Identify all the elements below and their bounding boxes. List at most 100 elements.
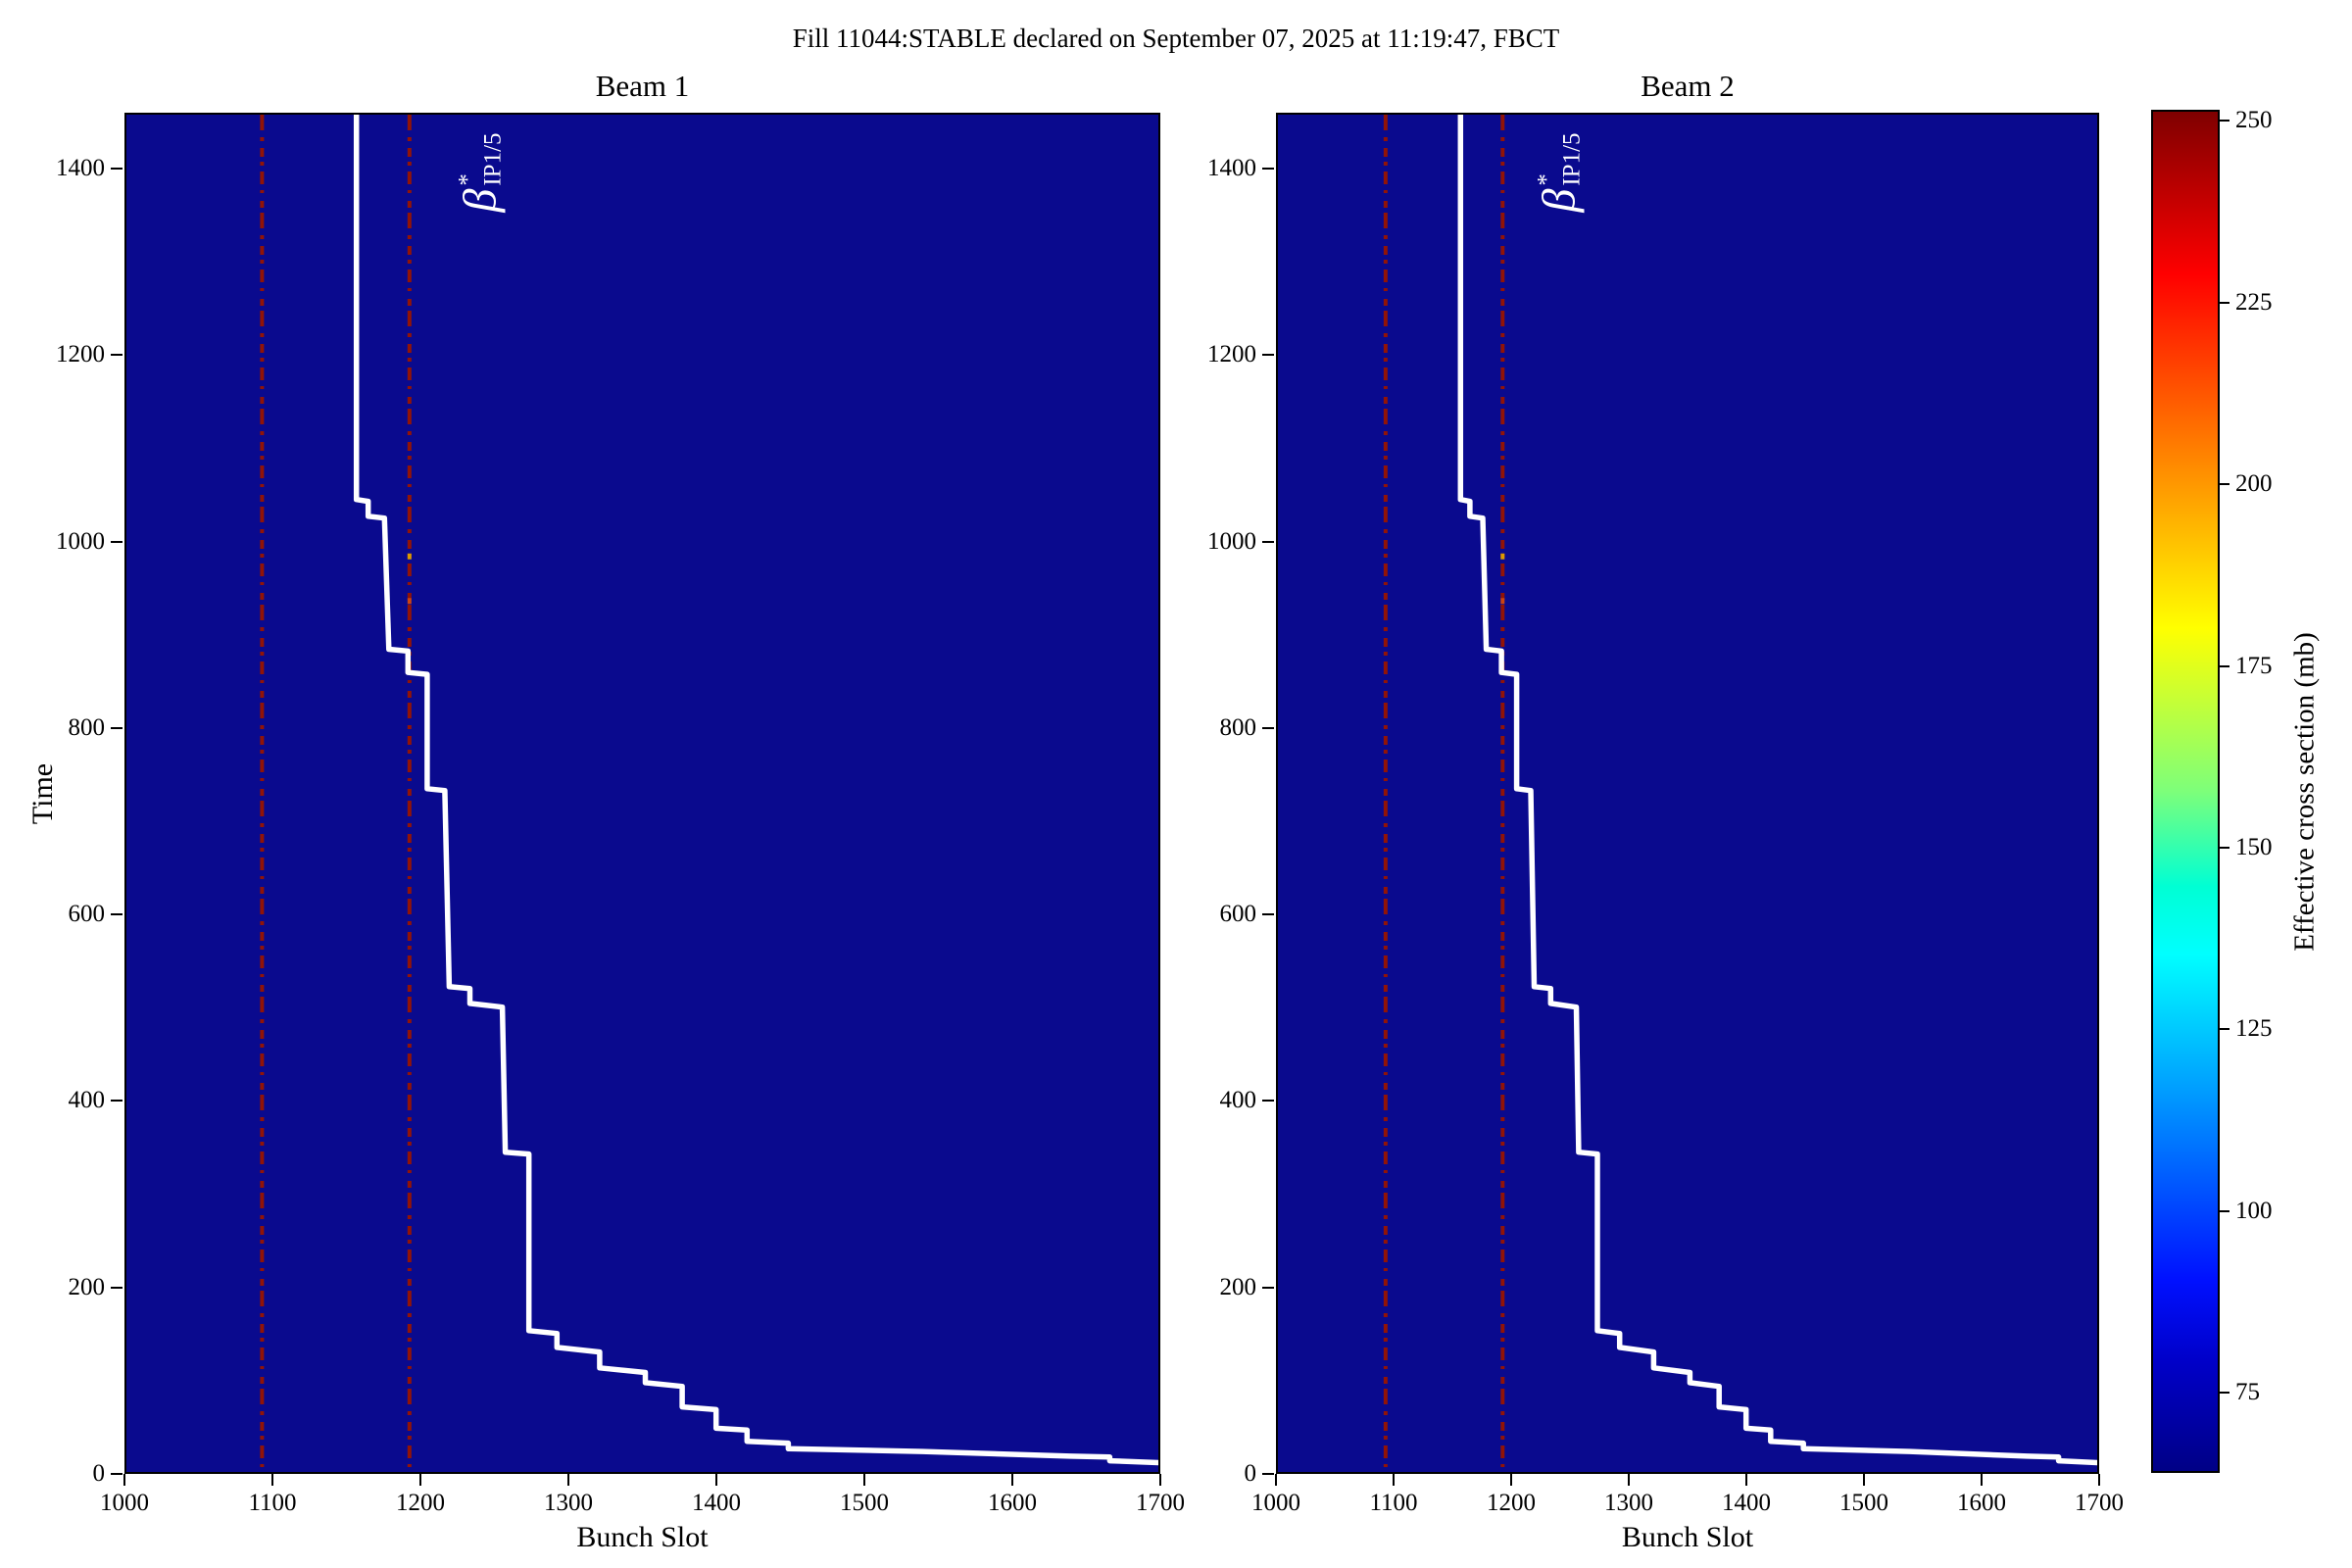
x-tick-label: 1100 <box>248 1490 297 1516</box>
beam2-title: Beam 2 <box>1641 69 1735 103</box>
x-tick-label: 1500 <box>1839 1490 1888 1516</box>
y-tick-label: 600 <box>1219 901 1257 928</box>
x-tick-mark <box>715 1474 717 1486</box>
y-tick-label: 200 <box>68 1273 106 1300</box>
beam1-x-axis-label: Bunch Slot <box>576 1521 709 1553</box>
x-tick-mark <box>567 1474 569 1486</box>
y-tick-label: 1200 <box>1207 341 1256 368</box>
beta-star-ip15-annotation: β * IP1/5 <box>1532 132 1585 213</box>
white-step-curve <box>1457 115 2097 1466</box>
y-tick-label: 0 <box>1244 1460 1257 1487</box>
x-tick-label: 1700 <box>1136 1490 1185 1516</box>
x-tick-mark <box>123 1474 125 1486</box>
beam2-plot-area: β * IP1/5 <box>1276 113 2099 1474</box>
y-tick-mark <box>111 726 122 729</box>
y-tick-mark <box>1262 168 1274 171</box>
y-tick-mark <box>1262 913 1274 916</box>
x-tick-mark <box>1745 1474 1747 1486</box>
y-axis-label: Time <box>26 762 59 824</box>
y-tick-label: 800 <box>68 713 106 741</box>
colorbar <box>2151 110 2220 1473</box>
x-tick-mark <box>1510 1474 1512 1486</box>
x-tick-label: 1200 <box>396 1490 445 1516</box>
x-tick-mark <box>863 1474 865 1486</box>
y-tick-mark <box>111 913 122 916</box>
beta-script-stack: * IP1/5 <box>454 132 506 186</box>
y-tick-label: 600 <box>68 901 106 928</box>
beam2-x-axis-label: Bunch Slot <box>1621 1521 1754 1553</box>
x-tick-mark <box>2098 1474 2100 1486</box>
y-tick-label: 400 <box>68 1087 106 1114</box>
x-tick-label: 1000 <box>100 1490 149 1516</box>
x-tick-label: 1700 <box>2075 1490 2124 1516</box>
beam2-heatmap-svg <box>1383 115 2097 1472</box>
x-tick-label: 1200 <box>1487 1490 1536 1516</box>
beta-superscript: * <box>1533 173 1560 186</box>
y-tick-mark <box>1262 540 1274 543</box>
y-tick-mark <box>111 1286 122 1289</box>
beta-subscript: IP1/5 <box>478 132 506 186</box>
y-tick-mark <box>1262 1473 1274 1475</box>
y-tick-label: 1000 <box>1207 527 1256 555</box>
colorbar-tick-mark <box>2220 301 2230 304</box>
beta-symbol: β <box>1532 188 1585 213</box>
colorbar-tick-mark <box>2220 1392 2230 1395</box>
x-tick-label: 1400 <box>1722 1490 1771 1516</box>
x-tick-mark <box>1275 1474 1277 1486</box>
white-step-curve <box>353 115 1158 1466</box>
y-tick-label: 400 <box>1219 1087 1257 1114</box>
y-tick-label: 1000 <box>56 527 105 555</box>
x-tick-label: 1300 <box>1604 1490 1653 1516</box>
colorbar-tick-mark <box>2220 1028 2230 1031</box>
y-tick-mark <box>1262 726 1274 729</box>
x-tick-mark <box>271 1474 273 1486</box>
beta-superscript: * <box>454 173 481 186</box>
colorbar-tick-label: 150 <box>2235 833 2273 860</box>
y-tick-mark <box>1262 354 1274 357</box>
y-tick-mark <box>111 354 122 357</box>
colorbar-tick-label: 250 <box>2235 107 2273 134</box>
colorbar-tick-mark <box>2220 483 2230 486</box>
y-tick-label: 200 <box>1219 1273 1257 1300</box>
beta-star-ip15-annotation: β * IP1/5 <box>454 132 506 212</box>
x-tick-mark <box>1393 1474 1395 1486</box>
beam1-plot-area: β * IP1/5 <box>124 113 1160 1474</box>
colorbar-tick-label: 75 <box>2235 1379 2260 1406</box>
y-tick-label: 1200 <box>56 341 105 368</box>
x-tick-label: 1300 <box>544 1490 593 1516</box>
x-tick-mark <box>1011 1474 1013 1486</box>
y-tick-mark <box>111 1473 122 1475</box>
y-tick-label: 800 <box>1219 713 1257 741</box>
y-tick-mark <box>1262 1286 1274 1289</box>
y-tick-mark <box>111 1100 122 1102</box>
x-tick-label: 1600 <box>988 1490 1037 1516</box>
colorbar-tick-mark <box>2220 1209 2230 1212</box>
x-tick-label: 1600 <box>1957 1490 2006 1516</box>
beta-script-stack: * IP1/5 <box>1533 132 1585 186</box>
x-tick-mark <box>419 1474 421 1486</box>
figure-title: Fill 11044:STABLE declared on September … <box>792 24 1560 53</box>
x-tick-label: 1400 <box>692 1490 741 1516</box>
colorbar-tick-label: 125 <box>2235 1015 2273 1043</box>
colorbar-tick-label: 225 <box>2235 288 2273 316</box>
x-tick-label: 1000 <box>1251 1490 1300 1516</box>
y-tick-label: 1400 <box>1207 155 1256 182</box>
colorbar-tick-label: 175 <box>2235 652 2273 679</box>
colorbar-tick-mark <box>2220 664 2230 667</box>
colorbar-tick-label: 200 <box>2235 470 2273 498</box>
x-tick-mark <box>1981 1474 1983 1486</box>
y-tick-mark <box>111 168 122 171</box>
x-tick-mark <box>1159 1474 1161 1486</box>
colorbar-tick-mark <box>2220 846 2230 849</box>
colorbar-axis-label: Effective cross section (mb) <box>2288 631 2321 952</box>
colorbar-tick-label: 100 <box>2235 1197 2273 1224</box>
beam1-heatmap-svg <box>260 115 1158 1472</box>
colorbar-tick-mark <box>2220 120 2230 122</box>
x-tick-label: 1100 <box>1369 1490 1418 1516</box>
x-tick-label: 1500 <box>840 1490 889 1516</box>
beam1-title: Beam 1 <box>595 69 690 103</box>
y-tick-mark <box>111 540 122 543</box>
y-tick-label: 0 <box>92 1460 106 1487</box>
y-tick-label: 1400 <box>56 155 105 182</box>
